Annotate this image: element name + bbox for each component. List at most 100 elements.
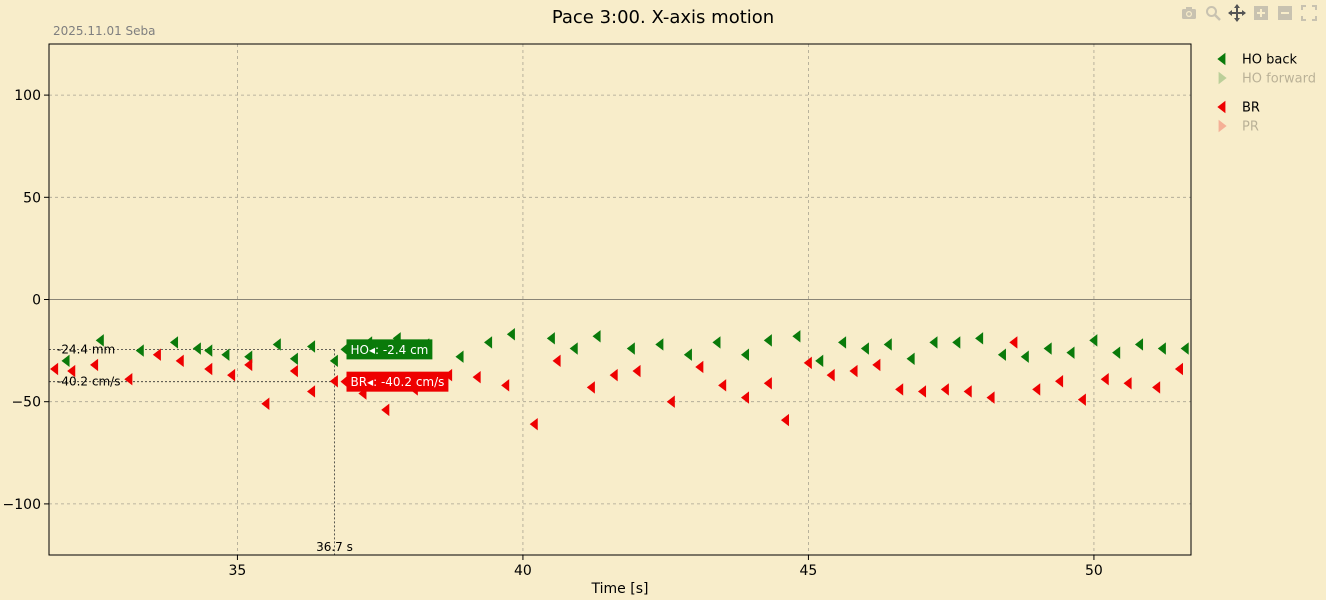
- ho-back-point: [569, 342, 578, 355]
- ho-back-point: [592, 330, 601, 343]
- br-point: [329, 375, 338, 388]
- br-point: [175, 354, 184, 368]
- ho-back-point: [169, 336, 179, 349]
- br-point: [67, 364, 76, 378]
- legend-marker: [1218, 119, 1227, 133]
- br-point: [763, 377, 772, 390]
- zoom-icon: [1206, 6, 1221, 21]
- legend-item-ho-forward[interactable]: HO forward: [1218, 71, 1316, 87]
- ho-back-point: [61, 354, 70, 368]
- legend-item-pr[interactable]: PR: [1218, 119, 1259, 135]
- ho-back-point: [626, 342, 635, 355]
- br-point: [501, 379, 510, 392]
- ho-back-point: [712, 336, 721, 349]
- br-point: [1123, 377, 1132, 390]
- tooltip-box: [346, 339, 433, 360]
- legend-label: BR: [1242, 101, 1260, 116]
- x-tick-label: 45: [800, 563, 818, 579]
- legend-label: PR: [1242, 120, 1259, 135]
- x-tick-label: 35: [229, 563, 247, 579]
- br-point: [244, 358, 253, 372]
- br-point: [1152, 381, 1161, 394]
- zoom-in-icon: [1254, 6, 1268, 20]
- ho-back-point: [1157, 342, 1166, 355]
- ho-back-point: [763, 334, 772, 347]
- modebar: [1180, 4, 1318, 22]
- ho-back-point: [192, 342, 201, 355]
- br-point: [472, 370, 481, 384]
- legend-label: HO back: [1242, 53, 1298, 68]
- br-point: [529, 417, 538, 431]
- ho-back-point: [838, 336, 847, 349]
- br-point: [261, 397, 270, 410]
- br-point: [666, 395, 675, 408]
- br-point: [895, 383, 904, 396]
- ho-back-point: [329, 354, 338, 368]
- br-point: [849, 364, 858, 378]
- y-tick-label: 100: [14, 88, 41, 104]
- br-point: [1077, 393, 1086, 406]
- ho-back-point: [484, 336, 493, 349]
- ho-back-point: [1043, 342, 1052, 355]
- ho-back-point: [740, 348, 750, 361]
- br-point: [307, 385, 316, 398]
- br-point: [1174, 362, 1183, 376]
- zoom-in-button[interactable]: [1252, 4, 1270, 22]
- camera-button[interactable]: [1180, 4, 1198, 22]
- br-point: [1009, 336, 1018, 349]
- crosshair-y-label: -40.2 cm/s: [57, 375, 120, 389]
- ho-back-point: [975, 332, 984, 345]
- br-point: [632, 364, 641, 378]
- ho-back-point: [272, 338, 281, 351]
- legend-marker: [1218, 71, 1227, 85]
- ho-back-point: [860, 342, 869, 355]
- autoscale-button[interactable]: [1300, 4, 1318, 22]
- br-point: [381, 403, 390, 417]
- markers-group: [50, 328, 1189, 431]
- ho-back-point: [815, 354, 824, 368]
- ho-back-point: [506, 328, 515, 341]
- y-tick-label: −100: [3, 497, 41, 513]
- x-tick-label: 40: [514, 563, 532, 579]
- ho-back-point: [655, 338, 664, 351]
- zoom-out-button[interactable]: [1276, 4, 1294, 22]
- br-point: [124, 373, 133, 386]
- ho-back-point: [221, 348, 230, 361]
- pan-icon: [1228, 4, 1246, 22]
- br-point: [780, 413, 789, 427]
- br-point: [152, 348, 161, 361]
- br-point: [940, 383, 949, 396]
- ho-back-point: [1020, 350, 1029, 363]
- ho-back-point: [683, 348, 692, 361]
- legend-item-br[interactable]: BR: [1217, 101, 1260, 116]
- ho-back-point: [1180, 342, 1189, 355]
- tooltip-pointer: [340, 344, 347, 355]
- br-point: [872, 358, 881, 372]
- x-axis-label: Time [s]: [591, 581, 649, 597]
- tooltip-text: BR◂: -40.2 cm/s: [351, 375, 445, 389]
- zoom-button[interactable]: [1204, 4, 1222, 22]
- ho-back-point: [135, 344, 144, 357]
- br-point: [986, 391, 995, 404]
- br-point: [803, 356, 812, 370]
- autoscale-icon: [1301, 5, 1317, 21]
- legend-item-ho-back[interactable]: HO back: [1217, 53, 1298, 68]
- crosshair-x-label: 36.7 s: [316, 540, 353, 554]
- br-point: [204, 362, 213, 376]
- ho-back-point: [929, 336, 938, 349]
- legend-marker: [1217, 100, 1226, 114]
- br-point: [90, 358, 99, 372]
- crosshair-y-label: -24.4 mm: [57, 342, 115, 356]
- y-tick-label: 0: [32, 293, 41, 309]
- tooltip-box: [346, 371, 449, 392]
- br-point: [1055, 375, 1064, 388]
- zoom-out-icon: [1278, 6, 1292, 20]
- pan-button[interactable]: [1228, 4, 1246, 22]
- ho-back-point: [244, 350, 253, 363]
- br-point: [695, 360, 704, 374]
- ho-back-point: [883, 338, 892, 351]
- legend: HO back HO forward BR PR: [1217, 53, 1316, 135]
- br-point: [552, 354, 561, 368]
- ho-back-point: [95, 334, 104, 347]
